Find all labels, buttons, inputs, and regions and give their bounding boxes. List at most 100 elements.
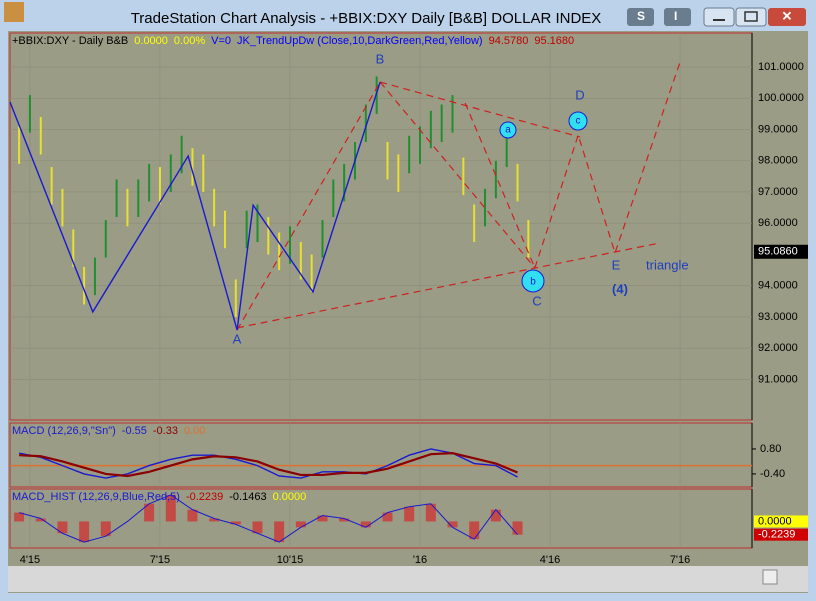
- wave-circle: [521, 269, 545, 293]
- panel-header: +BBIX:DXY - Daily B&B 0.0000 0.00% V=0 JK_Tr…: [12, 35, 574, 47]
- last-price-box: [754, 244, 808, 259]
- y-tick-label: 97.0000: [758, 186, 798, 198]
- hist-bar: [144, 503, 155, 522]
- hist-bar: [404, 506, 415, 522]
- chart-area: [8, 31, 808, 593]
- y-tick-label: 0.0000: [758, 515, 792, 527]
- hist-bar: [339, 518, 350, 522]
- i-button-label: I: [674, 9, 677, 23]
- wave-label: A: [233, 331, 242, 346]
- last-price-label: 95.0860: [758, 246, 798, 258]
- y-tick-label: 91.0000: [758, 373, 798, 385]
- x-tick-label: 4'16: [540, 554, 560, 566]
- wave-circle-label: c: [576, 116, 581, 127]
- y-tick-label: 100.0000: [758, 92, 804, 104]
- hist-bar: [274, 521, 285, 543]
- s-button-label: S: [637, 9, 645, 23]
- s-button[interactable]: [627, 8, 654, 26]
- hist-bar: [79, 521, 90, 543]
- y-tick-label: -0.2239: [758, 529, 795, 541]
- hist-bar: [317, 515, 328, 522]
- wave-label: C: [532, 293, 541, 308]
- projection-line: [534, 61, 681, 269]
- maximize-button[interactable]: [735, 7, 767, 27]
- hist-bar: [447, 521, 458, 528]
- wave-label: (4): [612, 281, 628, 296]
- wave-label: D: [575, 87, 584, 102]
- y-tick-label: 0.80: [760, 443, 781, 455]
- hist-bar: [230, 521, 241, 525]
- header-item: JK_TrendUpDw (Close,10,DarkGreen,Red,Yel…: [237, 35, 483, 47]
- hist-bar: [100, 521, 111, 537]
- header-item: MACD_HIST (12,26,9,Blue,Red,5): [12, 491, 180, 503]
- hist-bar: [35, 518, 46, 522]
- header-item: MACD (12,26,9,"Sn"): [12, 425, 116, 437]
- macd-line: [19, 452, 518, 478]
- hist-bar: [14, 512, 25, 522]
- macd-line: [18, 448, 518, 479]
- y-tick-label: 101.0000: [758, 61, 804, 73]
- header-item: 95.1680: [534, 35, 574, 47]
- header-item: 0.0000: [273, 491, 307, 503]
- wave-circle: [568, 111, 588, 131]
- minimize-button[interactable]: [703, 7, 735, 27]
- hist-bar: [490, 509, 501, 522]
- header-item: 94.5780: [489, 35, 529, 47]
- y-tick-box: [754, 528, 808, 541]
- close-icon: ✕: [782, 8, 793, 23]
- panel-header: MACD_HIST (12,26,9,Blue,Red,5) -0.2239 -0.…: [12, 491, 306, 503]
- x-tick-label: 7'16: [670, 554, 690, 566]
- wave-label: E: [612, 257, 621, 272]
- hist-bar: [512, 521, 523, 535]
- header-item: 0.00: [184, 425, 205, 437]
- hist-bar: [209, 518, 220, 522]
- y-tick-box: [754, 515, 808, 528]
- hist-outline: [18, 494, 518, 543]
- projection-line: [379, 81, 581, 138]
- header-item: +BBIX:DXY - Daily B&B: [12, 35, 128, 47]
- x-tick-label: 4'15: [20, 554, 40, 566]
- projection-line: [379, 81, 536, 269]
- header-item: 0.0000: [134, 35, 168, 47]
- plots: 101.0000 100.0000 99.0000 98.0000 97.0000 96.…: [9, 32, 808, 566]
- wave-circle-label: b: [530, 277, 536, 288]
- y-tick-label: 98.0000: [758, 155, 798, 167]
- header-item: -0.55: [122, 425, 147, 437]
- header-item: -0.33: [153, 425, 178, 437]
- wave-label: B: [376, 51, 385, 66]
- x-tick-label: '16: [413, 554, 427, 566]
- y-tick-label: 94.0000: [758, 280, 798, 292]
- app-icon: [4, 2, 24, 22]
- hist-bar: [252, 521, 263, 534]
- y-tick-label: 92.0000: [758, 342, 798, 354]
- close-button[interactable]: [768, 8, 806, 26]
- hist-bar: [57, 521, 68, 534]
- y-tick-label: 93.0000: [758, 311, 798, 323]
- x-tick-label: 7'15: [150, 554, 170, 566]
- header-item: 0.00%: [174, 35, 205, 47]
- hist-bar: [165, 494, 176, 522]
- y-tick-label: 99.0000: [758, 123, 798, 135]
- scroll-thumb[interactable]: [762, 569, 778, 585]
- wave-circle-label: a: [505, 125, 511, 136]
- panel-header: MACD (12,26,9,"Sn") -0.55 -0.33 0.00: [12, 425, 205, 437]
- window-title: TradeStation Chart Analysis - +BBIX:DXY …: [131, 10, 602, 27]
- hist-bar: [382, 512, 393, 522]
- i-button[interactable]: [664, 8, 691, 26]
- hist-bar: [425, 503, 436, 522]
- projection-line: [464, 102, 536, 269]
- wave-circle: [499, 121, 517, 139]
- header-item: V=0: [211, 35, 231, 47]
- hist-bar: [360, 521, 371, 528]
- hist-bar: [469, 521, 480, 540]
- y-tick-label: -0.40: [760, 468, 785, 480]
- scrollbar[interactable]: [8, 566, 808, 592]
- wave-label: triangle: [646, 257, 689, 272]
- wave-line: [9, 81, 381, 331]
- y-tick-label: 96.0000: [758, 217, 798, 229]
- hist-bar: [187, 509, 198, 522]
- header-item: -0.2239: [186, 491, 223, 503]
- header-item: -0.1463: [229, 491, 266, 503]
